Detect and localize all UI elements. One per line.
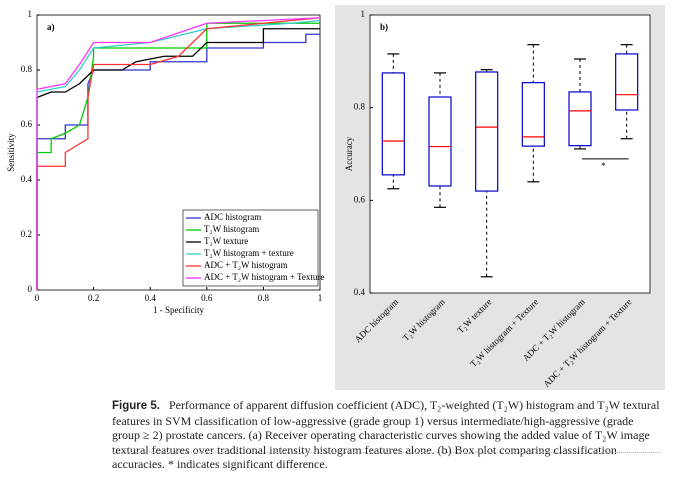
x-tick-label: 0.8 <box>258 293 270 303</box>
y-tick-label: 0.6 <box>354 194 366 204</box>
plot-area <box>369 14 651 294</box>
box <box>521 82 545 147</box>
panel-label: a) <box>47 22 55 32</box>
legend-label: T₂W histogram <box>204 224 259 234</box>
y-tick-label: 0.4 <box>354 287 366 297</box>
y-tick-label: 1 <box>361 9 366 19</box>
legend-label: T₂W histogram + texture <box>204 248 294 258</box>
roc-curve <box>36 17 321 290</box>
legend-label: T₂W texture <box>204 236 248 246</box>
figure: 0 0.2 0.4 0.6 0.8 1 0 0.2 0.4 0.6 0.8 1 ADC histogra… <box>6 5 665 390</box>
roc-curve <box>36 19 321 290</box>
y-tick-label: 0.8 <box>21 64 33 74</box>
legend-box <box>182 209 319 287</box>
y-tick-label: 0 <box>28 284 33 294</box>
caption: Figure 5. Performance of apparent diffus… <box>112 398 660 472</box>
x-tick-label: 1 <box>318 293 323 303</box>
y-tick-label: 0.2 <box>21 229 32 239</box>
y-tick-label: 1 <box>28 9 33 19</box>
roc-curve <box>36 22 320 290</box>
y-axis-label: Sensitivity <box>6 133 16 172</box>
y-tick-label: 0.6 <box>21 119 33 129</box>
panel-label: b) <box>380 22 388 32</box>
x-tick-label: 0.4 <box>145 293 157 303</box>
roc-curve <box>36 33 320 290</box>
y-tick-label: 0.4 <box>21 174 33 184</box>
x-tick-label: 0 <box>35 293 40 303</box>
y-axis-label: Accuracy <box>344 136 354 171</box>
rule <box>112 452 660 453</box>
legend-label: ADC histogram <box>204 212 261 222</box>
box <box>381 72 405 176</box>
box <box>615 53 639 111</box>
x-tick-label: 0.2 <box>88 293 99 303</box>
box <box>475 71 499 192</box>
legend-label: ADC + T₂W histogram <box>204 260 288 270</box>
caption-text: Performance of apparent diffusion coeffi… <box>112 398 660 471</box>
box <box>568 91 592 147</box>
roc-curve <box>36 28 320 290</box>
significance-label: * <box>601 161 606 171</box>
box <box>428 96 452 187</box>
y-tick-label: 0.8 <box>354 102 366 112</box>
roc-curve <box>36 17 321 290</box>
x-tick-label: 0.6 <box>201 293 213 303</box>
legend-label: ADC + T₂W histogram + Texture <box>204 272 324 282</box>
caption-label: Figure 5. <box>112 400 160 412</box>
x-axis-label: 1 - Specificity <box>153 305 204 315</box>
